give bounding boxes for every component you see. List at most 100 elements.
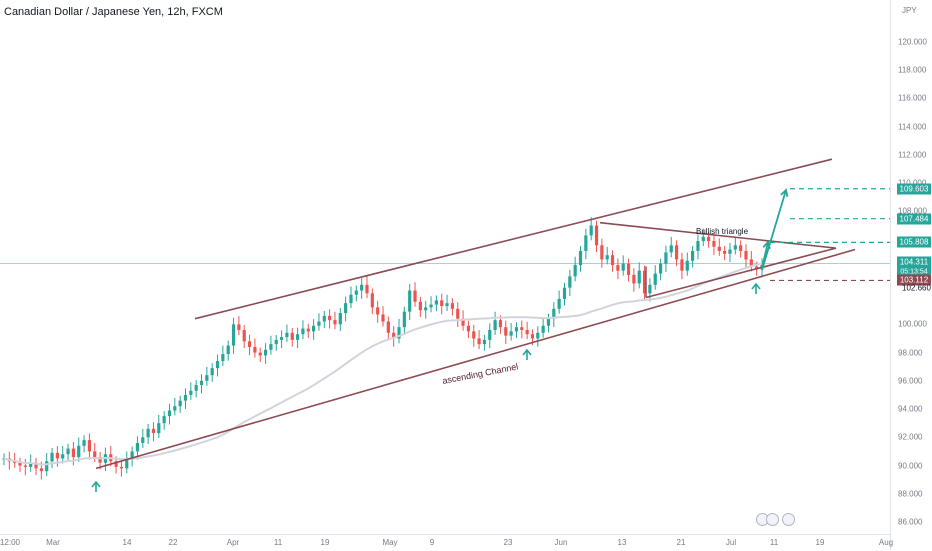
candle <box>87 440 92 452</box>
price-badge-timer: 05:13:54 <box>897 267 931 277</box>
candle <box>226 345 230 354</box>
candle <box>408 290 412 312</box>
candle <box>610 255 615 266</box>
price-tick-label: 112.000 <box>898 150 927 160</box>
candle <box>642 270 647 294</box>
candle <box>205 375 209 381</box>
price-tick-label: 100.000 <box>898 319 927 329</box>
candle <box>242 330 246 342</box>
candle <box>93 451 97 458</box>
candle <box>701 236 705 242</box>
candle <box>440 300 444 306</box>
support-arrow-head <box>522 348 532 356</box>
candle <box>397 327 401 339</box>
candle <box>146 428 150 438</box>
candle <box>717 246 721 251</box>
channel-upper-line <box>194 158 833 320</box>
candle <box>61 454 65 459</box>
settings-icon[interactable] <box>782 513 795 526</box>
candle <box>509 331 513 336</box>
candle <box>674 245 679 260</box>
candle <box>637 270 641 284</box>
triangle-label: Bullish triangle <box>696 227 749 236</box>
candle <box>728 249 732 254</box>
candle <box>605 255 609 260</box>
candle <box>482 339 487 345</box>
candle <box>520 327 524 330</box>
candle <box>231 324 236 346</box>
candle <box>461 318 465 326</box>
candle <box>135 442 140 452</box>
candle <box>744 250 748 260</box>
price-badge-current: 104.311 <box>897 256 931 268</box>
candle <box>157 423 161 434</box>
price-tick-label: 94.000 <box>898 404 923 414</box>
candle <box>338 313 342 325</box>
candle <box>594 225 599 246</box>
candle <box>141 437 145 443</box>
time-tick-label: 19 <box>320 538 330 547</box>
time-tick-label: 12:00 <box>0 538 21 547</box>
candle <box>77 445 81 458</box>
candle <box>349 294 353 304</box>
candle <box>477 338 481 345</box>
time-tick-label: 14 <box>122 538 132 547</box>
candle <box>210 368 214 376</box>
price-tick-label: 114.000 <box>898 122 927 132</box>
time-tick-label: Aug <box>878 538 894 547</box>
candle <box>562 287 567 299</box>
candle <box>691 250 695 261</box>
time-tick-label: Apr <box>226 538 240 547</box>
price-tick-label: 96.000 <box>898 376 923 386</box>
candle <box>263 349 268 356</box>
price-badge-target: 109.603 <box>897 183 931 195</box>
time-tick-label: 19 <box>815 538 825 547</box>
candle <box>504 327 508 336</box>
time-axis[interactable] <box>0 534 890 551</box>
candle <box>333 320 337 325</box>
candle <box>573 265 577 277</box>
price-tick-label: 88.000 <box>898 489 923 499</box>
candle <box>578 250 583 266</box>
candle <box>312 325 316 332</box>
candle <box>749 259 753 267</box>
price-tick-label: 118.000 <box>898 65 927 75</box>
price-tick-label: 116.000 <box>898 93 927 103</box>
candle <box>568 276 572 288</box>
price-tick-label: 98.000 <box>898 348 923 358</box>
candle <box>13 461 17 463</box>
candle <box>402 311 406 328</box>
time-tick-label: Jun <box>554 538 568 547</box>
candle <box>29 462 33 467</box>
candle <box>269 344 273 350</box>
candle <box>739 245 743 251</box>
channel-lower-line <box>95 248 856 470</box>
time-tick-label: May <box>382 538 398 547</box>
candle <box>525 330 529 335</box>
candle <box>707 236 711 242</box>
candle <box>194 385 198 391</box>
candle <box>376 307 380 315</box>
time-tick-label: Mar <box>46 538 60 547</box>
support-arrow-head <box>91 480 101 488</box>
time-tick-label: Jul <box>725 538 737 547</box>
candle <box>514 327 519 332</box>
price-tick-label: 86.000 <box>898 517 923 527</box>
candle <box>418 301 422 311</box>
candle <box>584 235 588 251</box>
candle <box>450 303 454 309</box>
candle <box>424 307 428 311</box>
time-tick-label: 9 <box>429 538 435 547</box>
candle <box>199 380 204 386</box>
candle <box>600 245 604 260</box>
candle <box>237 324 241 330</box>
candle <box>55 452 59 459</box>
candle <box>664 252 668 264</box>
candle <box>306 328 310 332</box>
candle <box>456 308 460 319</box>
candle <box>178 400 182 407</box>
replay-icon[interactable] <box>766 513 779 526</box>
candle <box>632 274 636 284</box>
